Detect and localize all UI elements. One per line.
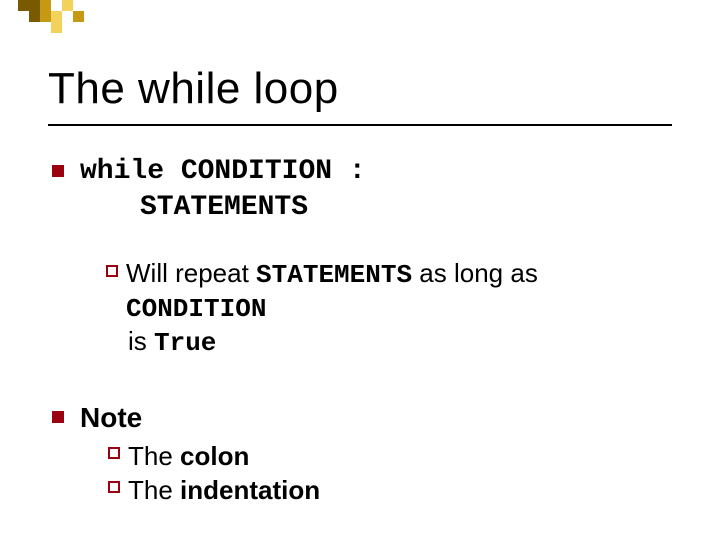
code-condition: CONDITION : — [164, 156, 366, 187]
code-line-1: while CONDITION : — [80, 155, 366, 189]
hollow-square-bullet-icon — [106, 265, 118, 277]
note-heading: Note — [80, 401, 320, 435]
pixel-square — [73, 11, 84, 22]
note-bold: indentation — [180, 475, 320, 505]
explanation-line-1: Will repeat STATEMENTS as long as CONDIT… — [126, 257, 682, 325]
square-bullet-icon — [52, 165, 64, 177]
note-prefix: The — [128, 475, 180, 505]
pixel-square — [62, 0, 73, 11]
pixel-square — [51, 11, 62, 22]
explanation-block: Will repeat STATEMENTS as long as CONDIT… — [106, 257, 682, 359]
text-is: is — [128, 326, 154, 356]
note-prefix: The — [128, 441, 180, 471]
text-will-repeat: Will repeat — [126, 258, 256, 288]
pixel-square — [40, 0, 51, 11]
pixel-square — [51, 22, 62, 33]
text-condition: CONDITION — [126, 294, 266, 324]
title-underline — [48, 124, 672, 126]
square-bullet-icon — [52, 411, 64, 423]
text-statements: STATEMENTS — [256, 260, 412, 290]
pixel-square — [29, 11, 40, 22]
text-as-long-as: as long as — [412, 258, 538, 288]
bullet-item-note: Note The colon The indentation — [52, 401, 682, 507]
text-true: True — [154, 328, 216, 358]
note-bold: colon — [180, 441, 249, 471]
hollow-square-bullet-icon — [108, 481, 120, 493]
hollow-square-bullet-icon — [108, 447, 120, 459]
note-item-colon: The colon — [128, 439, 249, 473]
code-keyword-while: while — [80, 156, 164, 187]
slide: The while loop while CONDITION : STATEME… — [0, 0, 720, 540]
corner-pixel-graphic — [18, 0, 98, 34]
code-line-2: STATEMENTS — [140, 191, 682, 225]
bullet-item-while: while CONDITION : — [52, 155, 682, 189]
slide-content: while CONDITION : STATEMENTS Will repeat… — [52, 155, 682, 507]
pixel-square — [29, 0, 40, 11]
explanation-line-2: is True — [128, 325, 682, 359]
pixel-square — [40, 11, 51, 22]
pixel-square — [18, 0, 29, 11]
slide-title: The while loop — [48, 64, 339, 114]
note-item-indentation: The indentation — [128, 473, 320, 507]
